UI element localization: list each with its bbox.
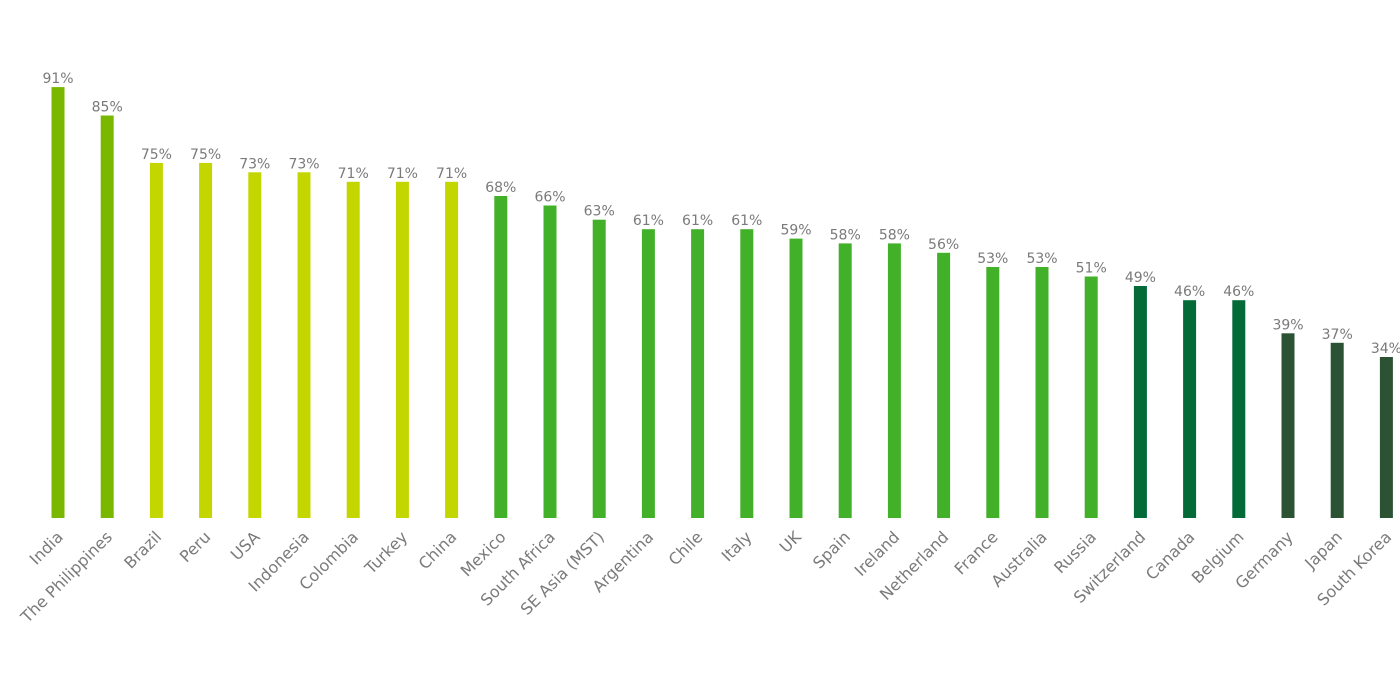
bar-12	[641, 229, 655, 518]
bar-11	[592, 219, 606, 518]
bar-24	[1232, 300, 1246, 518]
bar-7	[395, 181, 409, 519]
tick-label-13: Chile	[665, 527, 707, 569]
bar-10	[543, 205, 557, 518]
value-label-4: 73%	[239, 156, 270, 172]
bar-20	[1035, 267, 1049, 518]
value-label-19: 53%	[977, 251, 1008, 267]
value-label-2: 75%	[141, 147, 172, 163]
bar-8	[445, 181, 459, 519]
value-label-17: 58%	[879, 227, 910, 243]
bar-17	[887, 243, 901, 518]
bar-4	[248, 172, 262, 519]
bar-26	[1330, 342, 1344, 518]
bar-5	[297, 172, 311, 519]
bar-22	[1133, 286, 1147, 518]
value-label-5: 73%	[288, 156, 319, 172]
bar-14	[740, 229, 754, 518]
value-label-14: 61%	[731, 213, 762, 229]
value-label-24: 46%	[1223, 284, 1254, 300]
bar-9	[494, 196, 508, 518]
value-label-26: 37%	[1322, 327, 1353, 343]
tick-label-16: Spain	[809, 527, 854, 572]
value-label-18: 56%	[928, 237, 959, 253]
value-label-7: 71%	[387, 166, 418, 182]
value-label-6: 71%	[338, 166, 369, 182]
bar-25	[1281, 333, 1295, 518]
value-label-22: 49%	[1125, 270, 1156, 286]
bar-15	[789, 238, 803, 518]
value-label-27: 34%	[1371, 341, 1400, 357]
tick-label-14: Italy	[718, 527, 756, 565]
tick-label-7: Turkey	[360, 527, 411, 578]
bar-2	[149, 162, 163, 518]
value-label-13: 61%	[682, 213, 713, 229]
bar-13	[691, 229, 705, 518]
bar-16	[838, 243, 852, 518]
value-label-25: 39%	[1272, 317, 1303, 333]
value-label-11: 63%	[584, 204, 615, 220]
tick-label-26: Japan	[1300, 527, 1346, 573]
value-label-3: 75%	[190, 147, 221, 163]
value-label-9: 68%	[485, 180, 516, 196]
value-label-15: 59%	[780, 223, 811, 239]
tick-label-0: India	[26, 527, 67, 568]
bar-23	[1183, 300, 1197, 518]
value-label-1: 85%	[92, 100, 123, 116]
bar-1	[100, 115, 114, 518]
bar-6	[346, 181, 360, 519]
value-label-23: 46%	[1174, 284, 1205, 300]
value-label-21: 51%	[1076, 261, 1107, 277]
bar-21	[1084, 276, 1098, 518]
tick-label-8: China	[415, 527, 461, 573]
value-label-10: 66%	[534, 190, 565, 206]
bar-27	[1379, 357, 1393, 518]
tick-label-1: The Philippines	[16, 527, 116, 627]
tick-label-2: Brazil	[120, 527, 165, 572]
value-label-20: 53%	[1026, 251, 1057, 267]
tick-label-3: Peru	[176, 527, 215, 566]
value-label-8: 71%	[436, 166, 467, 182]
bar-19	[986, 267, 1000, 518]
tick-label-4: USA	[227, 527, 264, 564]
tick-label-15: UK	[776, 527, 805, 556]
value-labels: 91% 85% 75% 75% 73% 73% 71% 71% 71% 68% 66% 63% 61% 6…	[42, 71, 1400, 357]
value-label-0: 91%	[42, 71, 73, 87]
value-label-12: 61%	[633, 213, 664, 229]
bars	[51, 87, 1393, 519]
bar-18	[937, 252, 951, 519]
bar-0	[51, 87, 65, 518]
bar-3	[199, 162, 213, 518]
value-label-16: 58%	[830, 227, 861, 243]
